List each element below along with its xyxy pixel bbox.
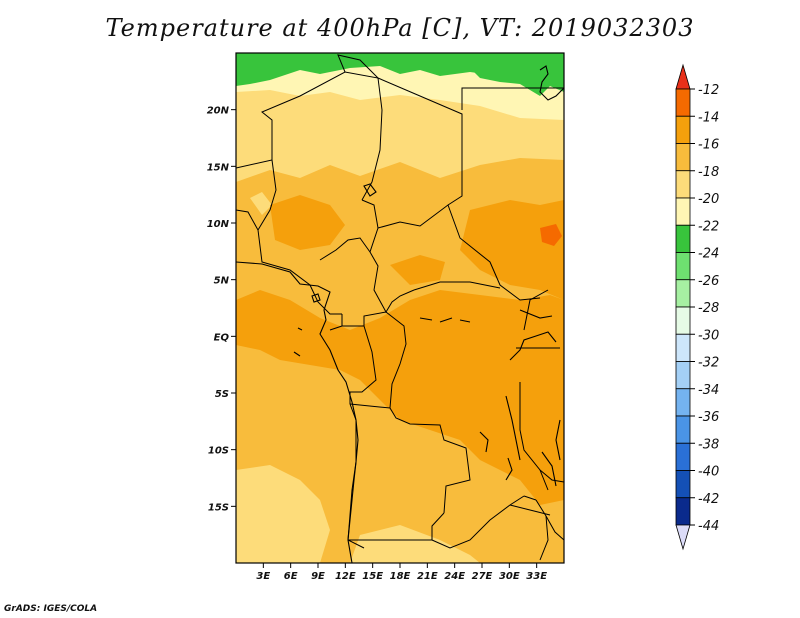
colorbar-swatch (675, 170, 691, 199)
field-orange-spot1 (390, 255, 445, 285)
colorbar-label: -36 (698, 410, 719, 425)
colorbar-bottom-arrow (675, 524, 691, 551)
colorbar-swatch (675, 442, 691, 471)
colorbar-label: -14 (698, 110, 719, 125)
colorbar-label: -30 (698, 328, 719, 343)
temperature-field (236, 53, 564, 563)
lat-tick-label: 10S (208, 446, 229, 457)
lon-tick-label: 24E (444, 571, 465, 582)
lat-tick-label: 10N (207, 219, 230, 230)
colorbar-swatch (675, 306, 691, 335)
lon-tick-label: 33E (526, 571, 547, 582)
field-green-spot (470, 53, 564, 96)
colorbar-label: -42 (698, 492, 719, 507)
colorbar-label: -34 (698, 383, 719, 398)
credit-label: GrADS: IGES/COLA (4, 604, 98, 614)
field-orange-central (236, 290, 564, 505)
lat-tick-label: 5N (214, 276, 230, 287)
colorbar-label: -28 (698, 301, 719, 316)
lat-tick-label: 15S (208, 502, 229, 513)
colorbar-swatch (675, 388, 691, 417)
colorbar-label: -16 (698, 138, 719, 153)
lon-tick-label: 15E (362, 571, 383, 582)
field-yellow-spot1 (250, 192, 272, 215)
lat-tick-label: EQ (214, 332, 230, 343)
country-borders (236, 54, 564, 561)
field-orange-ne (460, 200, 564, 300)
field-yellow-s (350, 525, 480, 563)
lon-tick-label: 9E (311, 571, 325, 582)
colorbar-label: -44 (698, 519, 719, 534)
colorbar-swatch (675, 115, 691, 144)
colorbar-label: -32 (698, 356, 719, 371)
colorbar-swatch (675, 361, 691, 390)
lat-tick-label: 15N (207, 162, 230, 173)
colorbar: -12 -14 -16 -18 -20 -22 -24 -26 -28 -30 -32 -34 -36 -… (675, 63, 719, 551)
colorbar-label: -24 (698, 247, 719, 262)
colorbar-swatch (675, 333, 691, 362)
colorbar-label: -26 (698, 274, 719, 289)
lat-tick-label: 20N (207, 106, 230, 117)
colorbar-swatch (675, 143, 691, 172)
lat-ticks: 20N 15N 10N 5N EQ 5S 10S 15S (207, 106, 236, 513)
colorbar-swatch (675, 497, 691, 526)
colorbar-swatch (675, 88, 691, 117)
colorbar-swatch (675, 252, 691, 281)
lon-tick-label: 6E (284, 571, 298, 582)
colorbar-label: -38 (698, 437, 719, 452)
lon-tick-label: 18E (390, 571, 411, 582)
field-redorange-spot (540, 224, 562, 246)
field-orange-w (270, 195, 345, 250)
colorbar-label: -18 (698, 165, 719, 180)
colorbar-top-arrow (675, 63, 691, 90)
colorbar-swatch (675, 224, 691, 253)
lon-ticks: 3E 6E 9E 12E 15E 18E 21E 24E 27E 30E 33E (256, 563, 547, 582)
chart-title: Temperature at 400hPa [C], VT: 201903230… (105, 14, 695, 42)
lon-tick-label: 12E (335, 571, 356, 582)
lon-tick-label: 3E (256, 571, 270, 582)
colorbar-swatch (675, 197, 691, 226)
lon-tick-label: 30E (499, 571, 520, 582)
colorbar-label: -40 (698, 465, 719, 480)
colorbar-label: -22 (698, 219, 719, 234)
colorbar-label: -20 (698, 192, 719, 207)
coastlines (236, 65, 564, 563)
colorbar-swatch (675, 279, 691, 308)
colorbar-swatch (675, 470, 691, 499)
lat-tick-label: 5S (215, 389, 229, 400)
lon-tick-label: 27E (472, 571, 493, 582)
field-yellow-sw (236, 465, 330, 563)
colorbar-swatch (675, 415, 691, 444)
colorbar-label: -12 (698, 83, 719, 98)
lon-tick-label: 21E (417, 571, 438, 582)
